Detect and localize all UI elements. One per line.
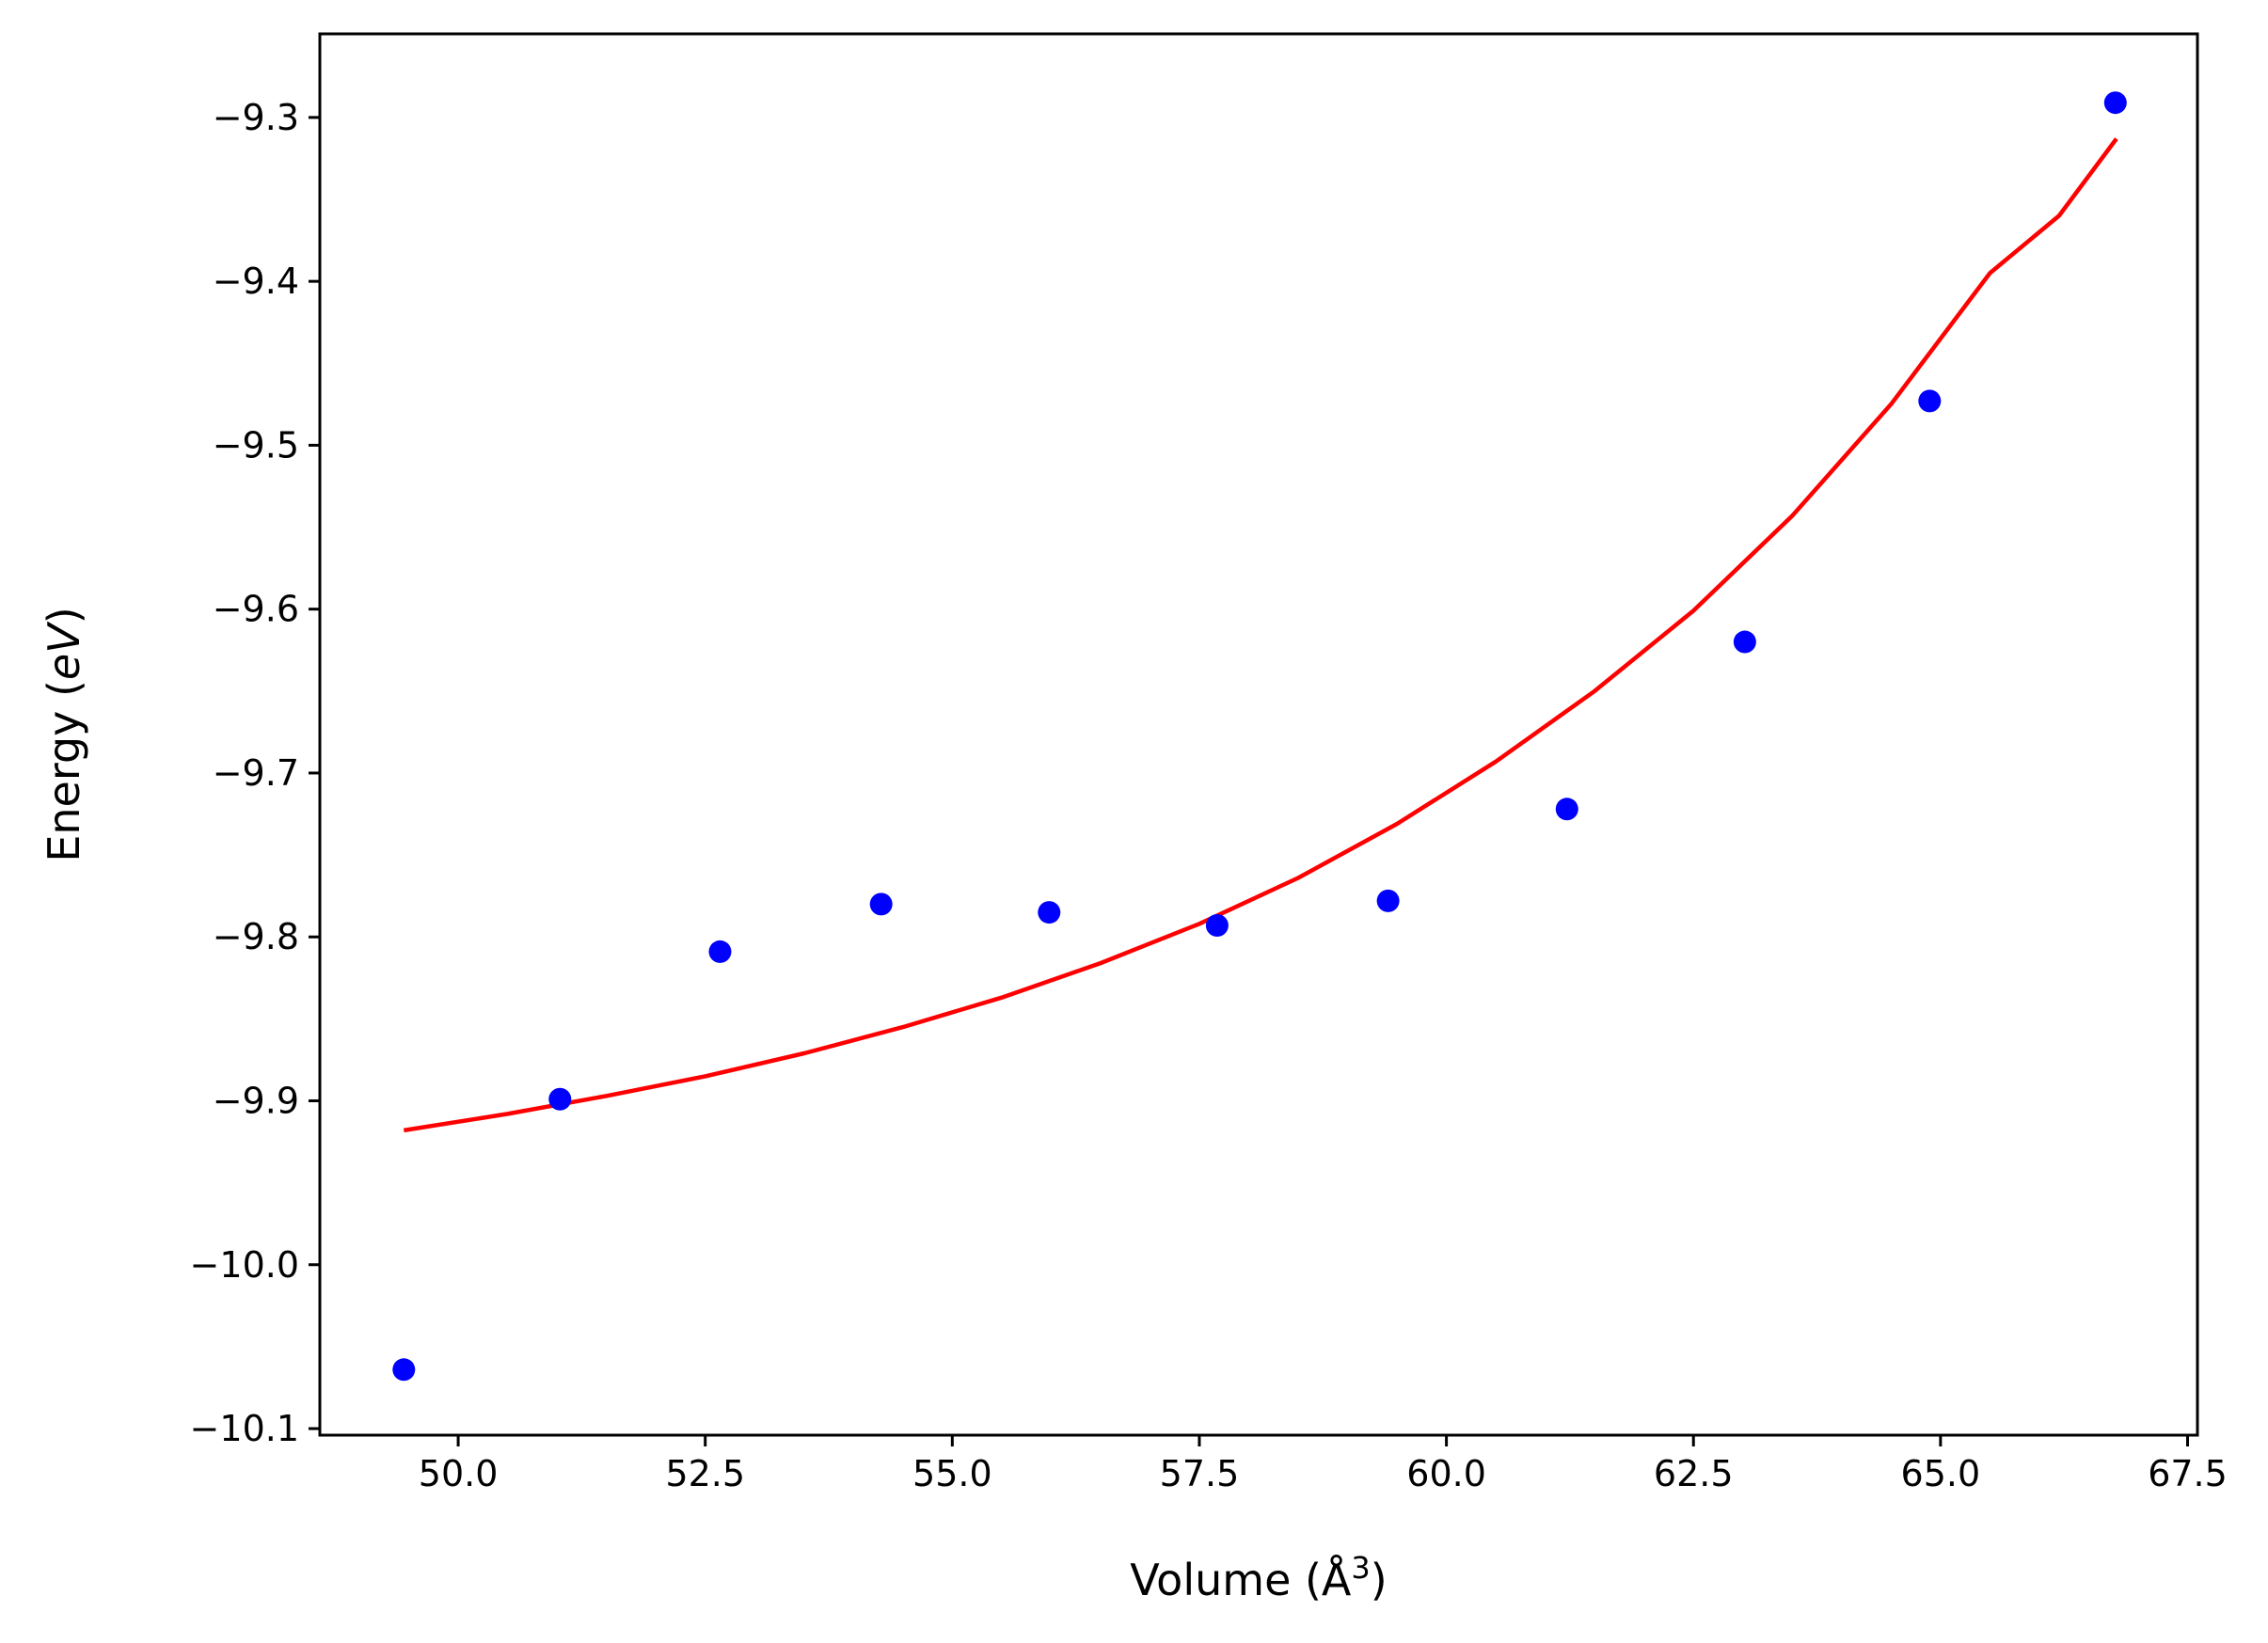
y-tick-label: −9.3	[213, 97, 299, 138]
y-axis-title-main: Energy (	[39, 680, 89, 862]
data-point	[392, 1358, 416, 1382]
x-axis-title-sup: 3	[1351, 1550, 1370, 1586]
x-tick-label: 62.5	[1654, 1453, 1734, 1494]
data-point	[869, 893, 893, 916]
y-tick-label: −9.9	[213, 1080, 299, 1121]
data-point	[1376, 889, 1400, 912]
data-point	[548, 1087, 572, 1111]
x-tick-label: 65.0	[1901, 1453, 1981, 1494]
x-tick-label: 55.0	[912, 1453, 992, 1494]
x-axis-title: Volume (Å3)	[1130, 1550, 1387, 1605]
x-axis-title-main: Volume (Å	[1130, 1555, 1352, 1605]
y-tick-label: −9.7	[213, 752, 299, 794]
x-tick-label: 67.5	[2148, 1453, 2228, 1494]
y-tick-label: −10.1	[190, 1408, 299, 1449]
y-axis-title: Energy (eV)	[39, 607, 89, 861]
y-tick-label: −9.8	[213, 916, 299, 957]
y-tick-label: −9.6	[213, 589, 299, 630]
y-axis-title-unit: eV	[39, 621, 89, 680]
data-point	[1733, 630, 1756, 654]
data-point	[708, 940, 732, 963]
data-point	[1038, 901, 1061, 924]
data-point	[1555, 798, 1578, 821]
data-point	[2103, 91, 2127, 115]
x-axis-title-close: )	[1371, 1555, 1388, 1605]
y-axis-ticks: −9.3 −9.4 −9.5 −9.6 −9.7 −9.8 −9.9 −10.0 −10.1	[190, 97, 320, 1449]
y-axis-title-close: )	[39, 607, 89, 624]
fit-curve	[403, 137, 2118, 1133]
x-tick-label: 50.0	[419, 1453, 499, 1494]
y-tick-label: −9.5	[213, 424, 299, 466]
plot-layer	[392, 91, 2127, 1382]
x-tick-label: 52.5	[665, 1453, 745, 1494]
x-tick-label: 60.0	[1406, 1453, 1486, 1494]
plot-frame	[318, 32, 2199, 1437]
x-axis-ticks: 50.0 52.5 55.0 57.5 60.0 62.5 65.0 67.5	[419, 1435, 2228, 1494]
x-tick-label: 57.5	[1160, 1453, 1240, 1494]
data-point	[1918, 389, 1942, 413]
data-point	[1205, 914, 1229, 938]
y-tick-label: −9.4	[213, 261, 299, 302]
y-tick-label: −10.0	[190, 1244, 299, 1286]
